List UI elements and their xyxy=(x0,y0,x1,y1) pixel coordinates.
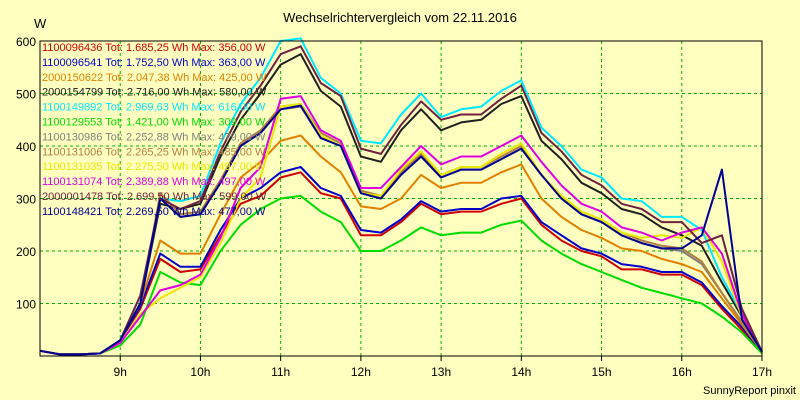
y-tick-label: 600 xyxy=(16,35,36,49)
x-tick-label: 11h xyxy=(271,365,290,379)
x-tick-label: 9h xyxy=(114,365,127,379)
x-axis-ticks: 9h 10h 11h 12h 13h 14h 15h 16h 17h xyxy=(114,356,772,379)
y-tick-label: 300 xyxy=(16,193,36,207)
footer-credit: SunnyReport pinxit xyxy=(703,385,796,397)
series-line xyxy=(39,95,763,356)
series-line xyxy=(39,104,763,356)
legend-entry: 1100149892 Tot: 2.969,63 Wh Max: 616,00 … xyxy=(42,102,266,114)
legend-entry: 1100131006 Tot: 2.265,25 Wh Max: 485,00 … xyxy=(42,146,266,158)
x-tick-label: 17h xyxy=(752,365,772,379)
series-line xyxy=(39,103,763,356)
legend-entry: 1100096541 Tot: 1.752,50 Wh Max: 363,00 … xyxy=(42,57,266,69)
x-tick-label: 15h xyxy=(592,365,612,379)
chart-title: Wechselrichtervergleich vom 22.11.2016 xyxy=(283,10,517,25)
x-tick-label: 12h xyxy=(351,365,371,379)
series-line xyxy=(39,53,763,356)
x-tick-label: 14h xyxy=(511,365,531,379)
series-line xyxy=(39,105,763,356)
legend-entry: 1100131035 Tot: 2.275,50 Wh Max: 497,00 … xyxy=(42,161,266,173)
y-tick-label: 200 xyxy=(16,245,36,259)
series-line xyxy=(39,171,763,356)
y-axis-unit: W xyxy=(34,16,47,31)
series-line xyxy=(39,166,763,356)
x-tick-label: 16h xyxy=(672,365,692,379)
series-line xyxy=(39,194,763,356)
x-tick-label: 13h xyxy=(431,365,451,379)
legend-entry: 2000154799 Tot: 2.716,00 Wh Max: 580,00 … xyxy=(42,87,267,99)
y-tick-label: 100 xyxy=(16,298,36,312)
legend-entry: 2000150622 Tot: 2.047,38 Wh Max: 425,00 … xyxy=(42,72,267,84)
legend-entry: 1100096436 Tot: 1.685,25 Wh Max: 356,00 … xyxy=(42,42,266,54)
legend-entry: 1100131074 Tot: 2.389,88 Wh Max: 497,00 … xyxy=(42,176,266,188)
y-axis-ticks: 100 200 300 400 500 600 xyxy=(16,35,36,312)
series-line xyxy=(39,103,763,356)
legend-entry: 1100148421 Tot: 2.269,50 Wh Max: 477,00 … xyxy=(42,206,266,218)
plot-frame xyxy=(39,40,763,357)
legend-entry: 2000001478 Tot: 2.699,50 Wh Max: 599,00 … xyxy=(42,191,267,203)
y-tick-label: 500 xyxy=(16,88,36,102)
series-lines xyxy=(39,37,763,356)
series-line xyxy=(39,134,763,356)
legend: 1100096436 Tot: 1.685,25 Wh Max: 356,00 … xyxy=(42,42,267,218)
x-tick-label: 10h xyxy=(190,365,210,379)
legend-entry: 1100129553 Tot: 1.421,00 Wh Max: 309,00 … xyxy=(42,117,266,129)
legend-entry: 1100130986 Tot: 2.252,88 Wh Max: 479,00 … xyxy=(42,131,266,143)
y-tick-label: 400 xyxy=(16,140,36,154)
